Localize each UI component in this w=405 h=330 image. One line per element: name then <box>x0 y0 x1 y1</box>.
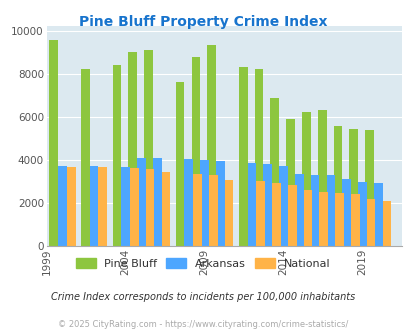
Bar <box>98 167 107 246</box>
Bar <box>270 98 279 246</box>
Bar <box>191 56 200 246</box>
Bar <box>130 168 139 246</box>
Bar <box>382 201 390 246</box>
Bar <box>301 113 310 246</box>
Bar <box>153 158 161 246</box>
Bar <box>49 40 58 246</box>
Bar <box>193 174 201 246</box>
Bar <box>215 161 224 246</box>
Bar <box>184 159 193 246</box>
Bar <box>161 172 170 246</box>
Bar <box>145 170 154 246</box>
Bar <box>294 174 303 246</box>
Bar <box>263 164 271 246</box>
Bar <box>67 167 75 246</box>
Bar <box>200 160 209 246</box>
Bar <box>279 166 287 246</box>
Bar <box>224 180 233 246</box>
Bar <box>58 166 67 246</box>
Bar <box>112 65 121 246</box>
Text: © 2025 CityRating.com - https://www.cityrating.com/crime-statistics/: © 2025 CityRating.com - https://www.city… <box>58 320 347 329</box>
Bar <box>373 183 382 246</box>
Bar <box>349 129 357 246</box>
Bar <box>350 194 359 246</box>
Bar <box>364 130 373 246</box>
Bar <box>175 82 184 246</box>
Bar <box>144 50 153 246</box>
Bar <box>366 199 375 246</box>
Bar <box>238 67 247 246</box>
Bar <box>333 126 341 246</box>
Bar <box>271 183 280 246</box>
Bar <box>207 45 215 246</box>
Bar <box>81 69 90 246</box>
Bar <box>287 184 296 246</box>
Bar <box>128 52 137 246</box>
Bar <box>357 182 366 246</box>
Text: Pine Bluff Property Crime Index: Pine Bluff Property Crime Index <box>79 15 326 29</box>
Bar <box>90 166 98 246</box>
Bar <box>247 163 256 246</box>
Bar <box>303 190 311 246</box>
Bar <box>137 158 145 246</box>
Bar <box>256 181 264 246</box>
Bar <box>121 167 130 246</box>
Legend: Pine Bluff, Arkansas, National: Pine Bluff, Arkansas, National <box>72 255 333 272</box>
Bar <box>209 175 217 246</box>
Bar <box>254 69 263 246</box>
Bar <box>335 193 343 246</box>
Bar <box>326 175 335 246</box>
Bar <box>310 175 319 246</box>
Bar <box>341 179 350 246</box>
Bar <box>319 192 327 246</box>
Text: Crime Index corresponds to incidents per 100,000 inhabitants: Crime Index corresponds to incidents per… <box>51 292 354 302</box>
Bar <box>317 110 326 246</box>
Bar <box>286 119 294 246</box>
